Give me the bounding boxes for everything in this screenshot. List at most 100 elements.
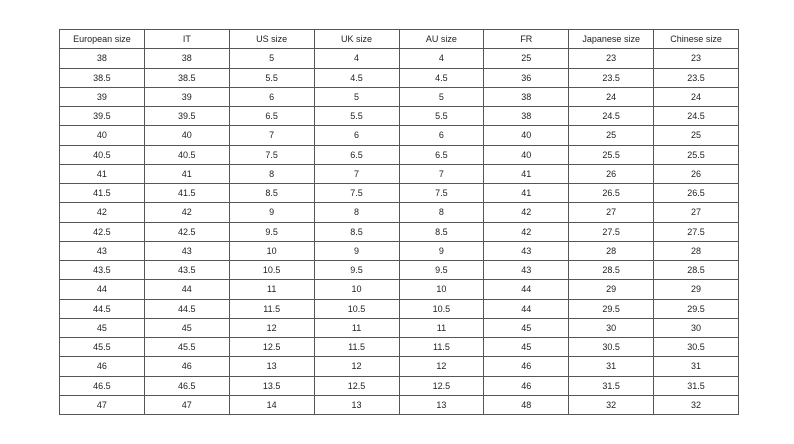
table-cell: 12.5 xyxy=(228,336,315,358)
table-cell: 38 xyxy=(59,48,145,69)
table-cell: 4.5 xyxy=(313,67,400,88)
table-cell: 46 xyxy=(483,375,570,396)
table-cell: 40 xyxy=(483,144,570,165)
table-cell: 47 xyxy=(59,394,145,416)
table-row: 41 41 8 7 7 41 26 26 xyxy=(59,163,739,185)
table-cell: 41 xyxy=(483,182,570,204)
column-header: Chinese size xyxy=(653,28,739,50)
table-row: 44.5 44.5 11.5 10.5 10.5 44 29.5 29.5 xyxy=(59,298,739,319)
table-cell: 41 xyxy=(143,163,230,185)
table-cell: 40 xyxy=(59,125,145,146)
table-cell: 10 xyxy=(313,279,400,300)
column-header: IT xyxy=(143,28,230,50)
table-cell: 29 xyxy=(568,279,655,300)
table-cell: 26.5 xyxy=(653,182,739,204)
table-cell: 28 xyxy=(653,240,739,262)
table-cell: 24 xyxy=(653,86,739,108)
table-cell: 29.5 xyxy=(653,298,739,319)
table-cell: 25.5 xyxy=(653,144,739,165)
table-row: 38.5 38.5 5.5 4.5 4.5 36 23.5 23.5 xyxy=(59,67,739,88)
table-cell: 8 xyxy=(313,202,400,223)
table-cell: 40 xyxy=(483,125,570,146)
table-cell: 44.5 xyxy=(59,298,145,319)
table-cell: 13 xyxy=(313,394,400,416)
table-cell: 41 xyxy=(483,163,570,185)
table-cell: 38.5 xyxy=(143,67,230,88)
table-cell: 29 xyxy=(653,279,739,300)
table-cell: 9 xyxy=(228,202,315,223)
table-cell: 41.5 xyxy=(143,182,230,204)
table-cell: 27 xyxy=(653,202,739,223)
table-cell: 28.5 xyxy=(568,259,655,281)
table-cell: 23.5 xyxy=(568,67,655,88)
table-cell: 30.5 xyxy=(653,336,739,358)
table-cell: 46.5 xyxy=(143,375,230,396)
table-cell: 23 xyxy=(653,48,739,69)
table-cell: 6.5 xyxy=(398,144,485,165)
table-cell: 43 xyxy=(483,240,570,262)
table-cell: 24.5 xyxy=(568,105,655,127)
table-cell: 9.5 xyxy=(398,259,485,281)
table-row: 47 47 14 13 13 48 32 32 xyxy=(59,394,739,416)
table-cell: 11.5 xyxy=(313,336,400,358)
table-cell: 43 xyxy=(483,259,570,281)
table-cell: 7.5 xyxy=(228,144,315,165)
table-cell: 10 xyxy=(228,240,315,262)
table-cell: 26 xyxy=(653,163,739,185)
table-cell: 9 xyxy=(398,240,485,262)
table-cell: 39.5 xyxy=(143,105,230,127)
table-row: 39 39 6 5 5 38 24 24 xyxy=(59,86,739,108)
table-cell: 47 xyxy=(143,394,230,416)
table-cell: 7.5 xyxy=(398,182,485,204)
table-cell: 46 xyxy=(59,356,145,377)
table-cell: 46 xyxy=(483,356,570,377)
table-row: 41.5 41.5 8.5 7.5 7.5 41 26.5 26.5 xyxy=(59,182,739,204)
table-cell: 46 xyxy=(143,356,230,377)
table-cell: 38 xyxy=(483,86,570,108)
table-cell: 8 xyxy=(228,163,315,185)
table-cell: 6.5 xyxy=(313,144,400,165)
table-cell: 38 xyxy=(483,105,570,127)
table-cell: 30.5 xyxy=(568,336,655,358)
table-cell: 40 xyxy=(143,125,230,146)
table-cell: 5.5 xyxy=(313,105,400,127)
table-cell: 7 xyxy=(313,163,400,185)
table-cell: 4 xyxy=(398,48,485,69)
table-cell: 39 xyxy=(143,86,230,108)
table-cell: 24.5 xyxy=(653,105,739,127)
table-cell: 11 xyxy=(398,317,485,339)
table-cell: 13 xyxy=(228,356,315,377)
table-cell: 12.5 xyxy=(313,375,400,396)
table-cell: 27 xyxy=(568,202,655,223)
table-cell: 27.5 xyxy=(568,221,655,242)
table-cell: 42.5 xyxy=(59,221,145,242)
table-cell: 32 xyxy=(653,394,739,416)
table-cell: 11.5 xyxy=(228,298,315,319)
table-cell: 45.5 xyxy=(143,336,230,358)
table-row: 43.5 43.5 10.5 9.5 9.5 43 28.5 28.5 xyxy=(59,259,739,281)
table-cell: 7 xyxy=(398,163,485,185)
table-cell: 11 xyxy=(313,317,400,339)
table-cell: 44 xyxy=(483,279,570,300)
table-cell: 10.5 xyxy=(313,298,400,319)
table-cell: 13 xyxy=(398,394,485,416)
table-cell: 12 xyxy=(228,317,315,339)
table-cell: 25.5 xyxy=(568,144,655,165)
table-cell: 36 xyxy=(483,67,570,88)
table-cell: 9.5 xyxy=(228,221,315,242)
table-row: 46 46 13 12 12 46 31 31 xyxy=(59,356,739,377)
table-cell: 25 xyxy=(483,48,570,69)
table-cell: 8.5 xyxy=(228,182,315,204)
table-cell: 26.5 xyxy=(568,182,655,204)
table-cell: 30 xyxy=(568,317,655,339)
table-cell: 23 xyxy=(568,48,655,69)
table-cell: 39 xyxy=(59,86,145,108)
table-cell: 31.5 xyxy=(568,375,655,396)
table-cell: 4 xyxy=(313,48,400,69)
table-cell: 25 xyxy=(653,125,739,146)
table-cell: 43 xyxy=(59,240,145,262)
table-cell: 12.5 xyxy=(398,375,485,396)
table-cell: 38.5 xyxy=(59,67,145,88)
table-cell: 30 xyxy=(653,317,739,339)
table-cell: 9.5 xyxy=(313,259,400,281)
